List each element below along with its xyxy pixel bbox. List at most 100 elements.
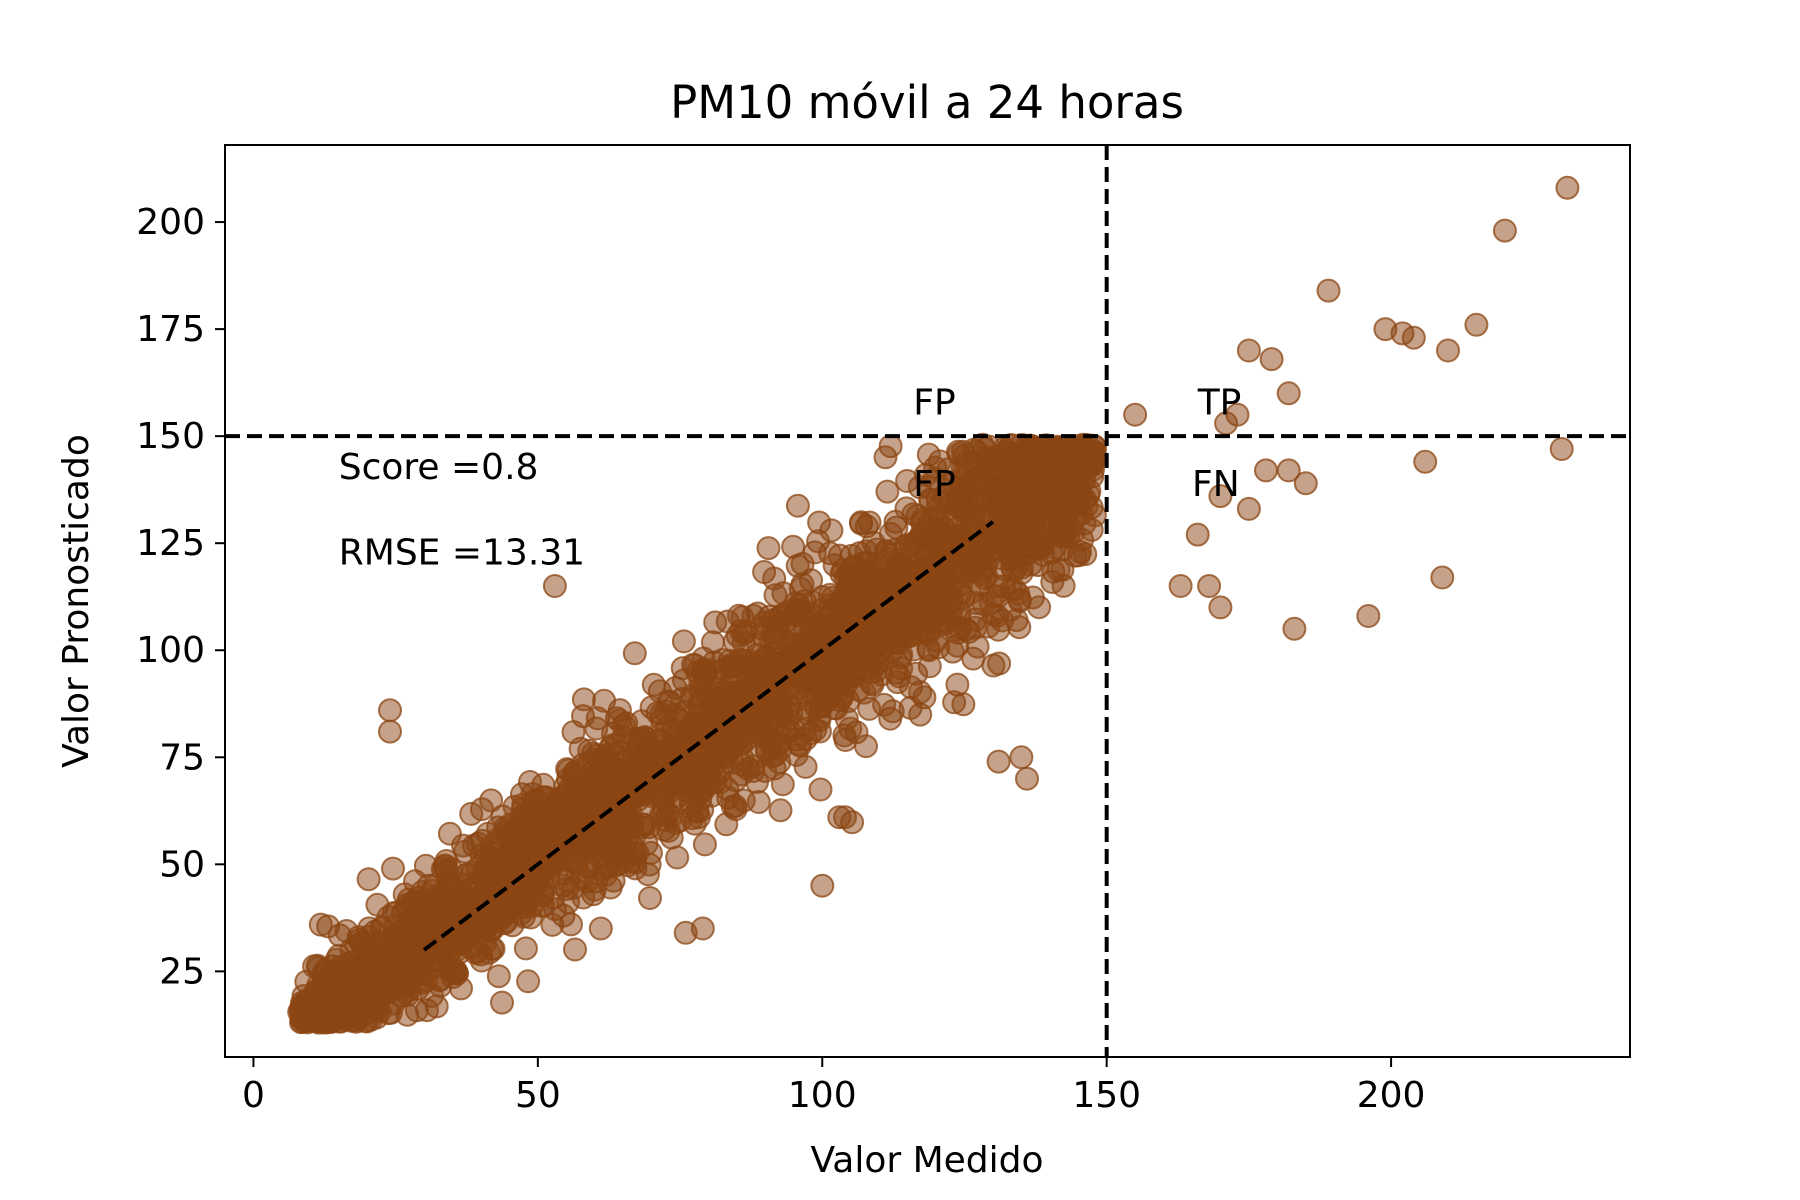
- scatter-point: [1236, 338, 1261, 363]
- scatter-point: [810, 678, 835, 702]
- scatter-point: [1050, 557, 1075, 582]
- x-tick-label: 50: [515, 1075, 561, 1116]
- scatter-point: [793, 754, 818, 779]
- scatter-point: [747, 704, 772, 729]
- scatter-point: [970, 561, 995, 586]
- scatter-point: [961, 510, 986, 535]
- scatter-point: [514, 846, 539, 871]
- scatter-point: [902, 530, 927, 555]
- x-axis-label: Valor Medido: [810, 1140, 1043, 1181]
- annotation-label: Score =0.8: [339, 447, 539, 488]
- y-tick-label: 50: [159, 844, 205, 885]
- scatter-point: [378, 1000, 403, 1025]
- scatter-point: [542, 574, 567, 598]
- scatter-point: [1464, 312, 1489, 337]
- scatter-point: [381, 856, 405, 881]
- data-points: [287, 175, 1580, 1035]
- scatter-point: [894, 614, 919, 639]
- scatter-point: [1030, 526, 1055, 551]
- scatter-point: [781, 534, 806, 559]
- scatter-point: [767, 606, 792, 630]
- annotation-label: FP: [913, 464, 955, 505]
- scatter-point: [622, 641, 647, 666]
- scatter-point: [884, 660, 909, 685]
- scatter-point: [1123, 402, 1148, 427]
- annotation-label: FP: [913, 383, 955, 424]
- scatter-point: [986, 749, 1011, 774]
- y-tick-label: 125: [136, 523, 205, 564]
- scatter-point: [486, 964, 511, 989]
- scatter-point: [337, 961, 362, 986]
- scatter-point: [1316, 278, 1341, 303]
- scatter-point: [1059, 470, 1084, 495]
- scatter-point: [857, 696, 882, 721]
- scatter-point: [1276, 381, 1301, 406]
- annotations: FP FP TP FN Score =0.8 RMSE =13.31: [339, 383, 1242, 574]
- scatter-point: [692, 658, 717, 683]
- scatter-point: [951, 692, 976, 717]
- scatter-point: [1413, 449, 1438, 474]
- scatter-point: [1009, 745, 1034, 770]
- x-tick-label: 0: [242, 1075, 265, 1116]
- scatter-point: [841, 620, 866, 645]
- scatter-point: [647, 679, 672, 704]
- scatter-point: [498, 812, 523, 837]
- scatter-point: [754, 663, 779, 688]
- scatter-point: [378, 698, 402, 723]
- scatter-point: [617, 849, 642, 874]
- scatter-point: [716, 785, 741, 810]
- scatter-point: [895, 469, 920, 493]
- scatter-point: [639, 738, 664, 763]
- scatter-point: [703, 610, 728, 635]
- scatter-point: [861, 530, 886, 555]
- scatter-point: [459, 801, 484, 826]
- scatter-point: [814, 607, 839, 632]
- scatter-point: [1015, 766, 1039, 791]
- scatter-point: [1168, 574, 1193, 598]
- y-axis-label: Valor Pronosticado: [56, 434, 97, 768]
- scatter-point: [802, 540, 827, 565]
- y-tick-label: 100: [136, 630, 205, 671]
- scatter-point: [1197, 574, 1222, 598]
- scatter-point: [455, 925, 480, 950]
- scatter-point: [952, 443, 977, 468]
- scatter-point: [807, 708, 832, 733]
- scatter-point: [497, 870, 521, 894]
- scatter-point: [494, 896, 519, 921]
- scatter-point: [986, 617, 1011, 642]
- scatter-point: [1282, 616, 1307, 641]
- scatter-point: [336, 1005, 361, 1030]
- scatter-point: [1549, 437, 1574, 461]
- scatter-point: [1401, 325, 1426, 350]
- scatter-point: [1001, 502, 1026, 527]
- scatter-point: [649, 701, 674, 726]
- scatter-point: [731, 630, 756, 655]
- scatter-point: [547, 787, 571, 812]
- scatter-point: [752, 560, 777, 584]
- scatter-point: [810, 873, 835, 898]
- scatter-point: [1254, 458, 1278, 483]
- scatter-point: [1555, 175, 1580, 200]
- scatter-point: [914, 612, 939, 636]
- scatter-point: [1066, 543, 1091, 568]
- y-tick-label: 175: [136, 309, 205, 350]
- y-tick-label: 75: [159, 737, 205, 778]
- scatter-point: [981, 653, 1006, 678]
- scatter-point: [395, 892, 420, 917]
- scatter-point: [716, 680, 741, 705]
- trend-line: [422, 520, 995, 952]
- y-tick-label: 200: [136, 202, 205, 243]
- scatter-point: [659, 825, 684, 850]
- scatter-point: [442, 906, 466, 930]
- scatter-point: [756, 536, 781, 561]
- scatter-point: [447, 883, 472, 908]
- annotation-label: RMSE =13.31: [339, 533, 585, 574]
- scatter-point: [763, 583, 788, 608]
- scatter-point: [1066, 446, 1091, 471]
- scatter-point: [768, 798, 793, 823]
- x-tick-label: 100: [788, 1075, 857, 1116]
- scatter-point: [788, 733, 812, 758]
- scatter-point: [1042, 445, 1067, 470]
- scatter-point: [918, 488, 943, 513]
- scatter-point: [1208, 595, 1233, 620]
